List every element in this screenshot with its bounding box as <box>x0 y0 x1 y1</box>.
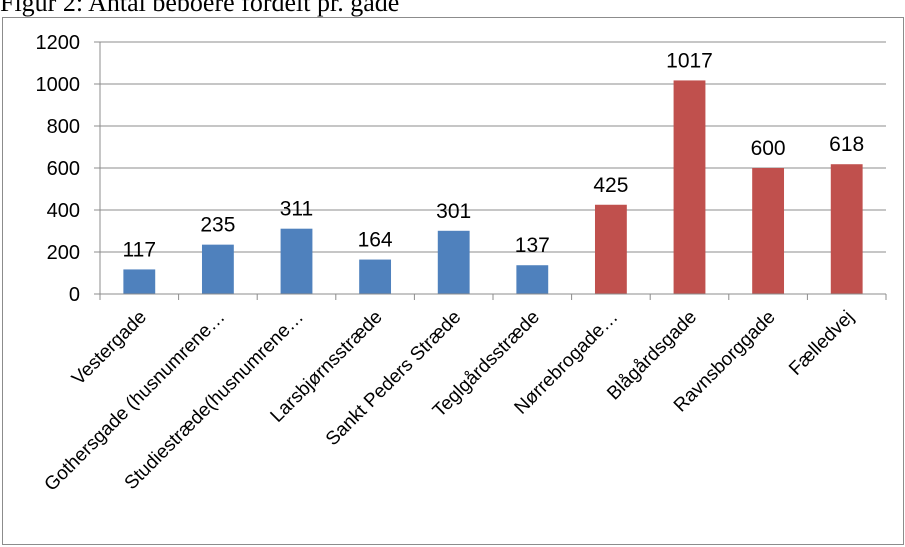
data-label: 425 <box>593 174 628 197</box>
y-tick-label: 800 <box>47 116 80 138</box>
figure-caption: Figur 2: Antal beboere fordelt pr. gade <box>0 0 400 17</box>
y-tick-label: 600 <box>47 158 80 180</box>
y-axis-ticks: 0 200 400 600 800 1000 1200 <box>36 32 100 306</box>
y-tick-label: 0 <box>69 284 80 306</box>
data-label: 235 <box>200 214 235 237</box>
bar <box>280 228 313 294</box>
bar <box>752 168 785 294</box>
data-label: 618 <box>829 133 864 156</box>
bar <box>594 204 627 294</box>
data-label: 117 <box>123 238 156 261</box>
bar <box>673 80 706 295</box>
y-tick-label: 1000 <box>36 74 81 96</box>
data-label: 137 <box>515 234 550 257</box>
bar <box>123 269 156 294</box>
bar <box>359 259 392 294</box>
bars <box>123 80 863 295</box>
data-label: 301 <box>436 200 471 223</box>
data-label: 311 <box>280 198 313 221</box>
y-tick-label: 400 <box>47 200 80 222</box>
data-label: 600 <box>751 137 786 160</box>
bar <box>830 164 863 294</box>
bar <box>437 230 470 294</box>
y-tick-label: 200 <box>47 242 80 264</box>
category-label: Vestergade <box>68 307 151 390</box>
y-tick-label: 1200 <box>36 32 81 54</box>
data-label: 1017 <box>666 49 713 72</box>
data-label: 164 <box>358 229 393 252</box>
category-label: Sankt Peders Stræde <box>322 307 465 450</box>
data-labels: 117 235 311 164 301 137 425 1017 600 618 <box>123 49 865 261</box>
bar <box>201 244 234 294</box>
bar <box>516 265 549 294</box>
category-label: Fælledvej <box>785 307 858 380</box>
